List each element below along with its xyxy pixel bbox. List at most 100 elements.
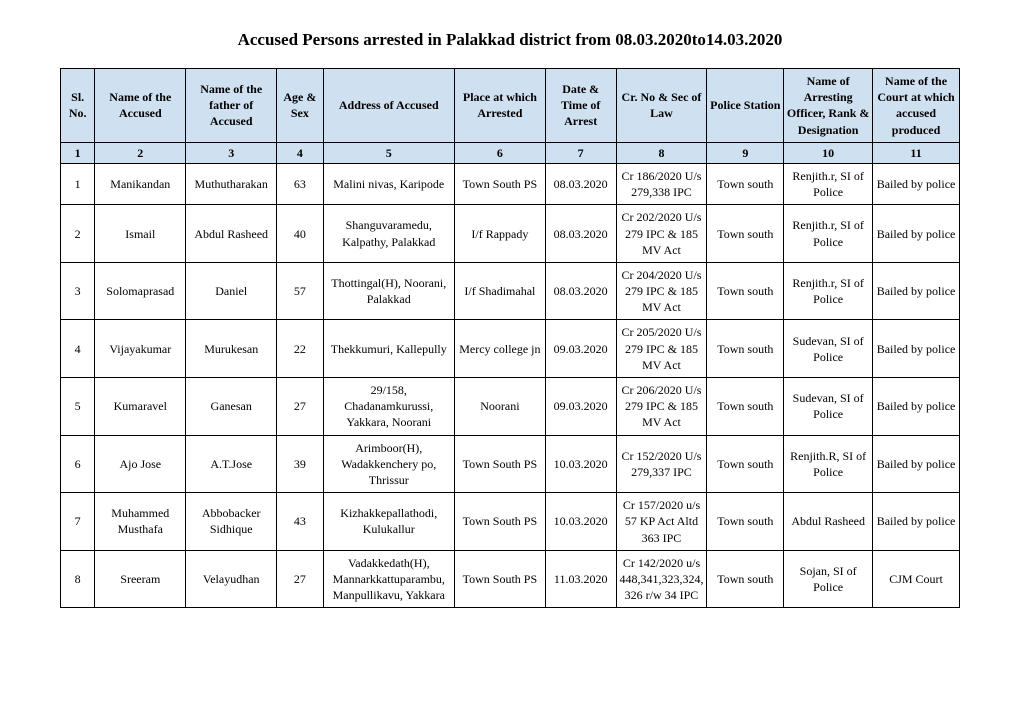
col-header: Sl. No.: [61, 69, 95, 143]
cell-father: Velayudhan: [186, 550, 277, 608]
col-number: 11: [873, 142, 960, 163]
col-number: 8: [616, 142, 707, 163]
col-header: Place at which Arrested: [454, 69, 545, 143]
cell-sl: 8: [61, 550, 95, 608]
col-header: Name of the father of Accused: [186, 69, 277, 143]
cell-officer: Renjith.R, SI of Police: [784, 435, 873, 493]
col-number: 1: [61, 142, 95, 163]
cell-date: 11.03.2020: [545, 550, 616, 608]
cell-court: Bailed by police: [873, 205, 960, 263]
col-header: Name of the Court at which accused produ…: [873, 69, 960, 143]
cell-officer: Renjith.r, SI of Police: [784, 163, 873, 204]
cell-date: 08.03.2020: [545, 205, 616, 263]
cell-court: Bailed by police: [873, 378, 960, 436]
cell-cr: Cr 202/2020 U/s 279 IPC & 185 MV Act: [616, 205, 707, 263]
cell-date: 08.03.2020: [545, 163, 616, 204]
cell-officer: Sojan, SI of Police: [784, 550, 873, 608]
cell-court: Bailed by police: [873, 493, 960, 551]
cell-age: 22: [277, 320, 323, 378]
cell-date: 10.03.2020: [545, 493, 616, 551]
cell-age: 57: [277, 262, 323, 320]
cell-name: Ajo Jose: [95, 435, 186, 493]
cell-place: I/f Shadimahal: [454, 262, 545, 320]
arrest-table: Sl. No. Name of the Accused Name of the …: [60, 68, 960, 608]
cell-father: Daniel: [186, 262, 277, 320]
number-row: 1 2 3 4 5 6 7 8 9 10 11: [61, 142, 960, 163]
cell-sl: 1: [61, 163, 95, 204]
col-number: 3: [186, 142, 277, 163]
table-row: 2IsmailAbdul Rasheed40Shanguvaramedu, Ka…: [61, 205, 960, 263]
col-header: Cr. No & Sec of Law: [616, 69, 707, 143]
cell-court: Bailed by police: [873, 435, 960, 493]
cell-court: Bailed by police: [873, 262, 960, 320]
cell-ps: Town south: [707, 378, 784, 436]
cell-place: Mercy college jn: [454, 320, 545, 378]
table-row: 3SolomaprasadDaniel57Thottingal(H), Noor…: [61, 262, 960, 320]
cell-sl: 4: [61, 320, 95, 378]
col-header: Name of the Accused: [95, 69, 186, 143]
cell-place: Noorani: [454, 378, 545, 436]
table-row: 7Muhammed MusthafaAbbobacker Sidhique43K…: [61, 493, 960, 551]
cell-court: CJM Court: [873, 550, 960, 608]
cell-addr: Kizhakkepallathodi, Kulukallur: [323, 493, 454, 551]
col-number: 6: [454, 142, 545, 163]
cell-officer: Abdul Rasheed: [784, 493, 873, 551]
col-number: 10: [784, 142, 873, 163]
cell-sl: 7: [61, 493, 95, 551]
cell-addr: Shanguvaramedu, Kalpathy, Palakkad: [323, 205, 454, 263]
cell-father: Abbobacker Sidhique: [186, 493, 277, 551]
cell-date: 10.03.2020: [545, 435, 616, 493]
cell-officer: Sudevan, SI of Police: [784, 378, 873, 436]
cell-age: 27: [277, 550, 323, 608]
cell-age: 63: [277, 163, 323, 204]
cell-officer: Renjith.r, SI of Police: [784, 262, 873, 320]
cell-ps: Town south: [707, 205, 784, 263]
cell-cr: Cr 206/2020 U/s 279 IPC & 185 MV Act: [616, 378, 707, 436]
col-header: Name of Arresting Officer, Rank & Design…: [784, 69, 873, 143]
cell-cr: Cr 204/2020 U/s 279 IPC & 185 MV Act: [616, 262, 707, 320]
cell-place: I/f Rappady: [454, 205, 545, 263]
cell-cr: Cr 186/2020 U/s 279,338 IPC: [616, 163, 707, 204]
page-title: Accused Persons arrested in Palakkad dis…: [60, 30, 960, 50]
cell-cr: Cr 205/2020 U/s 279 IPC & 185 MV Act: [616, 320, 707, 378]
cell-date: 09.03.2020: [545, 378, 616, 436]
cell-addr: 29/158, Chadanamkurussi, Yakkara, Nooran…: [323, 378, 454, 436]
cell-name: Manikandan: [95, 163, 186, 204]
col-header: Address of Accused: [323, 69, 454, 143]
cell-addr: Malini nivas, Karipode: [323, 163, 454, 204]
cell-father: A.T.Jose: [186, 435, 277, 493]
cell-place: Town South PS: [454, 550, 545, 608]
cell-addr: Vadakkedath(H), Mannarkkattuparambu, Man…: [323, 550, 454, 608]
cell-date: 08.03.2020: [545, 262, 616, 320]
cell-place: Town South PS: [454, 163, 545, 204]
header-row: Sl. No. Name of the Accused Name of the …: [61, 69, 960, 143]
cell-father: Ganesan: [186, 378, 277, 436]
cell-ps: Town south: [707, 320, 784, 378]
table-row: 8SreeramVelayudhan27Vadakkedath(H), Mann…: [61, 550, 960, 608]
cell-father: Murukesan: [186, 320, 277, 378]
cell-sl: 3: [61, 262, 95, 320]
cell-age: 27: [277, 378, 323, 436]
cell-ps: Town south: [707, 493, 784, 551]
col-header: Date & Time of Arrest: [545, 69, 616, 143]
cell-officer: Sudevan, SI of Police: [784, 320, 873, 378]
cell-cr: Cr 152/2020 U/s 279,337 IPC: [616, 435, 707, 493]
cell-court: Bailed by police: [873, 320, 960, 378]
cell-age: 40: [277, 205, 323, 263]
cell-ps: Town south: [707, 550, 784, 608]
table-row: 5KumaravelGanesan2729/158, Chadanamkurus…: [61, 378, 960, 436]
cell-name: Ismail: [95, 205, 186, 263]
col-number: 9: [707, 142, 784, 163]
cell-sl: 6: [61, 435, 95, 493]
cell-sl: 5: [61, 378, 95, 436]
table-row: 1ManikandanMuthutharakan63Malini nivas, …: [61, 163, 960, 204]
cell-place: Town South PS: [454, 493, 545, 551]
cell-name: Muhammed Musthafa: [95, 493, 186, 551]
cell-addr: Thekkumuri, Kallepully: [323, 320, 454, 378]
cell-father: Abdul Rasheed: [186, 205, 277, 263]
cell-name: Sreeram: [95, 550, 186, 608]
cell-addr: Arimboor(H), Wadakkenchery po, Thrissur: [323, 435, 454, 493]
cell-age: 43: [277, 493, 323, 551]
col-number: 5: [323, 142, 454, 163]
cell-cr: Cr 157/2020 u/s 57 KP Act Altd 363 IPC: [616, 493, 707, 551]
